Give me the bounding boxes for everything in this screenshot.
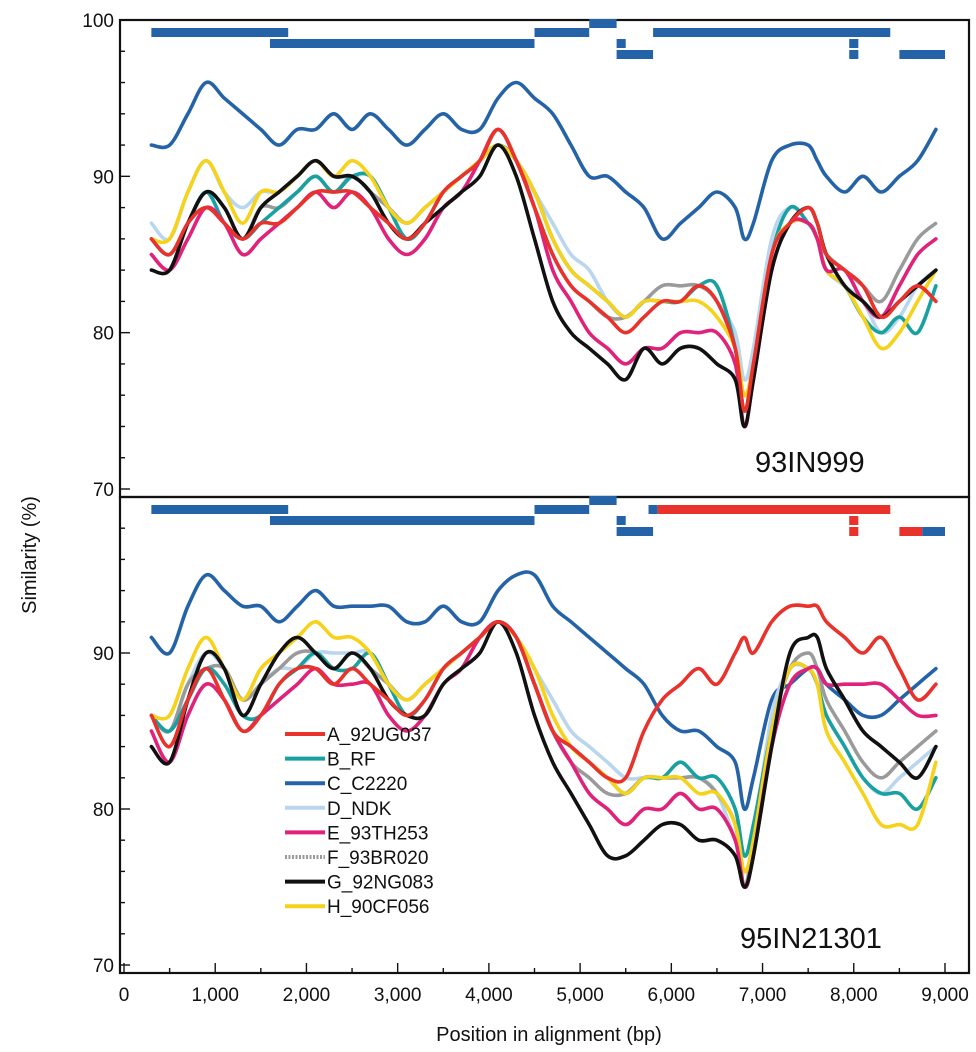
legend: A_92UG037 B_RF C_C2220 D_NDK E_93TH253 F_93BR… [285,725,434,918]
panel-label: 93IN999 [755,447,865,479]
legend-label: A_92UG037 [327,725,432,746]
legend-label: C_C2220 [327,774,407,795]
subtype-region-bar [657,505,891,514]
y-tick-label: 80 [93,324,114,345]
series-line-g-92ng083 [149,143,938,429]
y-tick-label: 100 [82,11,114,32]
y-tick-label: 70 [93,956,114,977]
x-tick-label: 2,000 [283,985,331,1006]
subtype-region-bar [849,527,859,536]
subtype-region-bar [534,28,590,37]
x-tick-label: 0 [119,985,130,1006]
series-line-d-ndk [149,143,938,382]
x-tick-label: 7,000 [739,985,787,1006]
subtype-region-bar [922,527,945,536]
subtype-region-bar [849,50,859,59]
legend-label: H_90CF056 [327,897,429,918]
subtype-region-bar [653,28,891,37]
y-tick-label: 80 [93,800,114,821]
series-line-g-92ng083 [149,620,938,889]
subtype-region-bar [616,527,654,536]
y-tick-label: 90 [93,644,114,665]
y-tick-label: 90 [93,167,114,188]
series-line-a-92ug037 [149,127,938,413]
subtype-region-bar [269,39,535,48]
series-line-e-93th253 [149,620,938,890]
subtype-region-bar [616,516,626,525]
subtype-region-bar [589,19,617,28]
panel-top: 70 80 90 100 93IN999 [82,11,971,501]
x-tick-label: 8,000 [830,985,878,1006]
y-tick-label: 70 [93,480,114,501]
x-tick-label: 3,000 [374,985,422,1006]
x-axis-title: Position in alignment (bp) [436,1024,662,1046]
legend-label: G_92NG083 [327,873,434,894]
subtype-region-bar [616,39,626,48]
x-axis: 0 1,000 2,000 3,000 4,000 5,000 6,000 7,000 8,00… [119,963,969,1006]
panel-frame [118,18,971,499]
legend-label: E_93TH253 [327,823,428,844]
series-line-h-90cf056 [149,620,938,874]
panel-frame [118,495,971,975]
legend-label: D_NDK [327,799,392,820]
subtype-region-bar [849,39,859,48]
subtype-region-bar [648,505,658,514]
panel-label: 95IN21301 [740,923,882,955]
x-tick-label: 4,000 [465,985,513,1006]
legend-label: F_93BR020 [327,848,428,869]
x-tick-label: 6,000 [648,985,696,1006]
subtype-region-bar [899,527,923,536]
y-axis-title: Similarity (%) [19,496,41,614]
subtype-region-bar [151,28,289,37]
subtype-region-bar [151,505,289,514]
subtype-region-bar [589,496,617,505]
panel-bottom: 70 80 90 95IN21301 [93,495,971,977]
series-line-c-c2220 [149,80,938,242]
subtype-region-bar [269,516,535,525]
subtype-region-bar [849,516,859,525]
series-line-a-92ug037 [149,603,938,784]
x-tick-label: 1,000 [191,985,239,1006]
legend-label: B_RF [327,750,376,771]
subtype-region-bar [899,50,945,59]
x-tick-label: 5,000 [556,985,604,1006]
subtype-region-bar [534,505,590,514]
x-tick-label: 9,000 [921,985,969,1006]
subtype-region-bar [616,50,654,59]
